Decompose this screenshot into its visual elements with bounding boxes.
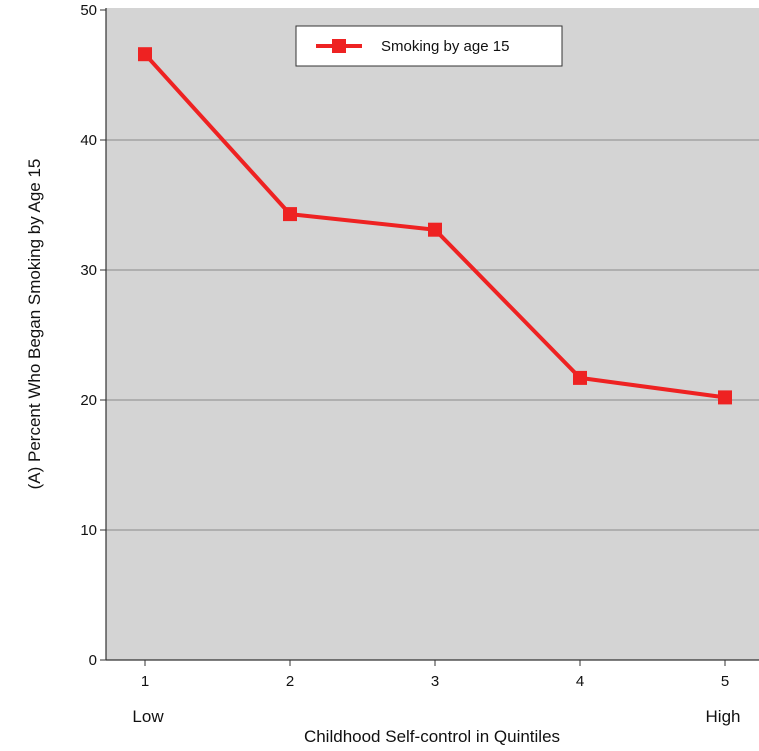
legend-marker-swatch [332,39,346,53]
plot-area [106,8,759,660]
x-low-label: Low [132,707,164,726]
x-axis-title: Childhood Self-control in Quintiles [304,727,560,746]
data-point-3 [428,222,442,237]
y-axis-title: (A) Percent Who Began Smoking by Age 15 [25,159,44,490]
x-tick-label: 2 [286,673,294,690]
x-tick-label: 1 [141,673,149,690]
x-tick-label: 4 [576,673,584,690]
data-point-1 [138,47,152,62]
series-smoking [138,47,732,405]
x-tick-label: 3 [431,673,439,690]
data-point-2 [283,207,297,222]
y-tick-label: 50 [80,2,97,19]
data-point-4 [573,370,587,385]
legend-label: Smoking by age 15 [381,38,509,55]
y-tick-label: 20 [80,392,97,409]
y-tick-label: 30 [80,262,97,279]
x-tick-label: 5 [721,673,729,690]
y-tick-label: 0 [89,652,97,669]
x-axis-ticks: 1 2 3 4 5 [141,660,729,690]
y-tick-label: 40 [80,132,97,149]
data-point-5 [718,390,732,405]
y-tick-label: 10 [80,522,97,539]
gridlines [106,139,759,531]
x-high-label: High [706,707,741,726]
y-axis-ticks: 0 10 20 30 40 50 [80,2,106,669]
legend: Smoking by age 15 [295,25,563,67]
